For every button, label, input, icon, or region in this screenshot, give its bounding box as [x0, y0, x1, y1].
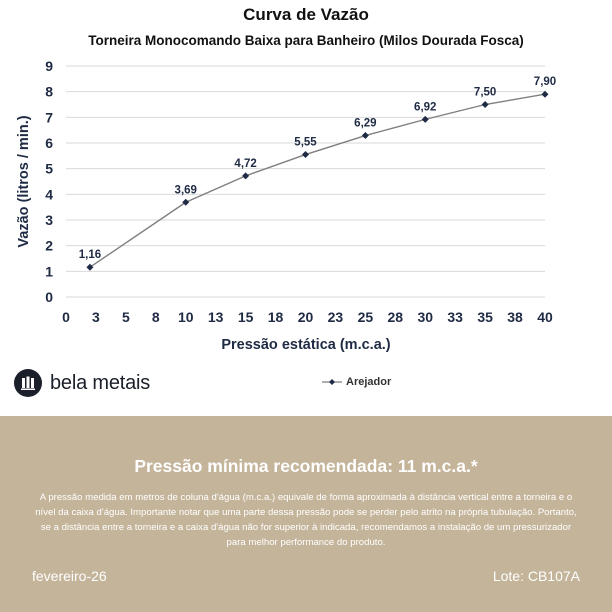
x-tick-label: 13: [208, 309, 224, 325]
data-point: [421, 115, 429, 123]
y-tick-label: 1: [45, 263, 53, 279]
y-tick-label: 0: [45, 289, 53, 305]
data-point: [242, 172, 250, 180]
x-tick-label: 23: [328, 309, 344, 325]
footer-text: A pressão medida em metros de coluna d'á…: [35, 492, 577, 548]
chart-legend: Arejador: [322, 374, 391, 390]
y-tick-label: 7: [45, 109, 53, 125]
x-tick-label: 25: [358, 309, 374, 325]
x-tick-label: 28: [388, 309, 404, 325]
series-line-arejador: [89, 93, 546, 268]
data-point: [481, 101, 489, 108]
legend-line-marker-icon: [322, 379, 342, 385]
y-tick-label: 4: [45, 186, 53, 202]
y-tick-label: 6: [45, 135, 53, 151]
y-tick-label: 5: [45, 161, 53, 177]
x-tick-label: 15: [238, 309, 254, 325]
x-tick-label: 20: [298, 309, 314, 325]
data-label: 7,90: [534, 76, 556, 88]
data-label: 4,72: [234, 158, 256, 170]
y-tick-label: 8: [45, 84, 53, 100]
brand-name: bela metais: [50, 371, 151, 394]
x-tick-label: 10: [178, 309, 194, 325]
footer-lote: Lote: CB107A: [492, 568, 580, 584]
footer-panel: Pressão mínima recomendada: 11 m.c.a.* A…: [0, 416, 612, 612]
y-tick-label: 3: [45, 212, 53, 228]
chart-title: Curva de Vazão: [243, 5, 369, 24]
bela-metais-logo-icon: [14, 369, 42, 397]
footer-title: Pressão mínima recomendada: 11 m.c.a.*: [134, 456, 478, 476]
data-point: [302, 151, 309, 159]
x-tick-label: 33: [447, 309, 463, 325]
y-tick-label: 2: [45, 238, 53, 254]
data-label: 6,29: [354, 118, 376, 130]
data-point: [86, 263, 94, 271]
data-point: [541, 90, 549, 98]
x-tick-label: 30: [417, 309, 433, 325]
data-label: 7,50: [474, 87, 496, 99]
x-tick-label: 35: [477, 309, 493, 325]
x-tick-label: 18: [268, 309, 284, 325]
footer-date: fevereiro-26: [32, 568, 107, 584]
y-axis-label: Vazão (litros / min.): [16, 115, 32, 247]
data-label: 3,69: [175, 184, 197, 196]
flow-curve-chart: Curva de Vazão Torneira Monocomando Baixa…: [16, 5, 556, 353]
data-label: 1,16: [79, 249, 101, 261]
data-point: [182, 198, 190, 206]
chart-subtitle: Torneira Monocomando Baixa para Banheiro…: [88, 33, 524, 48]
y-tick-label: 9: [45, 58, 53, 74]
data-label: 6,92: [414, 101, 436, 113]
x-tick-label: 5: [122, 309, 130, 325]
chart-area: Curva de Vazão Torneira Monocomando Baixa…: [16, 5, 556, 353]
brand: bela metais: [14, 368, 150, 398]
legend-label: Arejador: [346, 376, 392, 388]
x-tick-label: 3: [92, 309, 100, 325]
x-tick-label: 8: [152, 309, 160, 325]
x-tick-label: 40: [537, 309, 553, 325]
x-axis-label: Pressão estática (m.c.a.): [221, 337, 390, 353]
x-tick-label: 38: [507, 309, 523, 325]
data-label: 5,55: [294, 137, 317, 149]
x-tick-label: 0: [62, 309, 70, 325]
data-point: [361, 132, 369, 140]
